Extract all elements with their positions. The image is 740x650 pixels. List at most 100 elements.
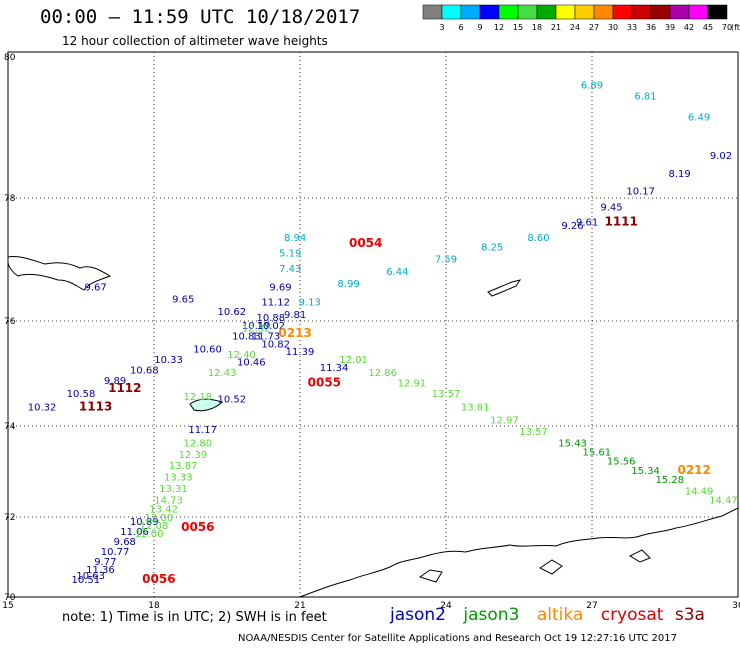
land-norway-coast bbox=[299, 507, 739, 598]
scale-swatch bbox=[688, 4, 709, 20]
swh-reading: 12.40 bbox=[227, 350, 256, 361]
swh-reading: 13.42 bbox=[149, 504, 178, 515]
lon-tick-label: 15 bbox=[2, 601, 13, 611]
swh-reading: 10.02 bbox=[256, 321, 285, 332]
land-fjord-islands-1 bbox=[418, 569, 443, 583]
page-title: 00:00 – 11:59 UTC 10/18/2017 bbox=[40, 6, 361, 28]
swh-reading: 13.00 bbox=[145, 513, 174, 524]
swh-reading: 10.89 bbox=[130, 517, 159, 528]
swh-reading: 8.94 bbox=[284, 233, 306, 244]
lat-lon-grid bbox=[8, 52, 738, 597]
swh-reading: 12.43 bbox=[208, 368, 237, 379]
scale-label: 15 bbox=[513, 23, 523, 32]
swh-reading: 13.87 bbox=[169, 461, 198, 472]
swh-reading: 10.32 bbox=[28, 402, 57, 413]
swh-reading: 14.47 bbox=[709, 495, 738, 506]
swh-reading: 14.31 bbox=[738, 507, 740, 518]
scale-swatch bbox=[555, 4, 576, 20]
swh-reading: 9.68 bbox=[114, 537, 136, 548]
pass-time-labels: 0054 1112 1113 0055 0213 1111 0212 0056 0056 bbox=[79, 215, 711, 586]
scale-swatch bbox=[650, 4, 671, 20]
scale-label: 12 bbox=[494, 23, 504, 32]
swh-reading: 7.59 bbox=[435, 255, 457, 266]
lon-tick-label: 18 bbox=[148, 601, 160, 611]
land-fjord-islands-3 bbox=[628, 549, 651, 563]
swh-reading: 9.61 bbox=[576, 218, 598, 229]
pass-time-label: 0056 bbox=[142, 572, 175, 586]
scale-swatch bbox=[593, 4, 614, 20]
swh-reading: 6.89 bbox=[581, 81, 603, 92]
scale-swatch bbox=[422, 4, 443, 20]
swh-reading: 12.86 bbox=[368, 368, 397, 379]
scale-label: 36 bbox=[646, 23, 656, 32]
lon-tick-label: 30 bbox=[732, 601, 740, 611]
swh-reading: 9.45 bbox=[600, 202, 622, 213]
swh-reading: 14.49 bbox=[685, 486, 714, 497]
color-scale-swatches bbox=[422, 4, 728, 20]
scale-label: 6 bbox=[458, 23, 463, 32]
swh-reading: 10.52 bbox=[218, 394, 247, 405]
swh-reading: 10.46 bbox=[237, 358, 266, 369]
map-frame bbox=[7, 51, 739, 598]
swh-reading: 9.02 bbox=[710, 151, 732, 162]
swh-reading: 15.61 bbox=[583, 448, 612, 459]
lat-tick-label: 76 bbox=[4, 317, 16, 327]
scale-label: 24 bbox=[570, 23, 580, 32]
swh-reading: 12.32 bbox=[242, 324, 271, 335]
pass-time-label: 1113 bbox=[79, 399, 112, 413]
swh-reading: 15.28 bbox=[656, 475, 685, 486]
satellite-legend: jason2 jason3 altika cryosat s3a bbox=[390, 605, 717, 625]
pass-time-label: 0213 bbox=[278, 326, 311, 340]
swh-reading: 9.69 bbox=[269, 282, 291, 293]
swh-reading: 12.08 bbox=[140, 521, 169, 532]
scale-swatch bbox=[441, 4, 462, 20]
lat-tick-label: 74 bbox=[4, 422, 16, 432]
swh-reading: 13.31 bbox=[159, 484, 188, 495]
scale-swatch bbox=[669, 4, 690, 20]
swh-reading: 13.57 bbox=[519, 427, 548, 438]
swh-reading: 10.82 bbox=[261, 339, 290, 350]
swh-reading: 12.18 bbox=[183, 392, 212, 403]
swh-reading: 11.39 bbox=[286, 347, 315, 358]
swh-reading: 15.43 bbox=[558, 438, 587, 449]
swh-reading: 8.60 bbox=[527, 233, 549, 244]
swh-reading: 11.73 bbox=[252, 331, 281, 342]
swh-reading: 10.77 bbox=[101, 547, 130, 558]
swh-reading: 11.06 bbox=[120, 527, 149, 538]
scale-label: 3 bbox=[439, 23, 444, 32]
swh-reading: 10.83 bbox=[232, 331, 261, 342]
legend-cryosat: cryosat bbox=[600, 605, 664, 625]
scale-swatch bbox=[612, 4, 633, 20]
lat-tick-label: 78 bbox=[4, 194, 16, 204]
scale-label: 39 bbox=[665, 23, 675, 32]
swh-reading: 12.01 bbox=[339, 355, 368, 366]
page-subtitle: 12 hour collection of altimeter wave hei… bbox=[62, 34, 328, 48]
swh-reading: 10.88 bbox=[256, 313, 285, 324]
swh-reading: 5.19 bbox=[279, 248, 301, 259]
longitude-labels: 15 18 21 24 27 30 bbox=[2, 601, 740, 611]
scale-swatch bbox=[460, 4, 481, 20]
swh-reading: 9.26 bbox=[561, 221, 583, 232]
pass-time-label: 0056 bbox=[181, 520, 214, 534]
scale-swatch bbox=[707, 4, 728, 20]
swh-reading: 10.60 bbox=[193, 345, 222, 356]
scale-label: 18 bbox=[532, 23, 542, 32]
swh-reading: 7.43 bbox=[279, 264, 301, 275]
latitude-labels: 70 72 74 76 78 80 bbox=[4, 53, 16, 603]
pass-time-label: 0054 bbox=[349, 236, 382, 250]
swh-reading: 10.33 bbox=[154, 355, 183, 366]
swh-reading: 12.00 bbox=[135, 529, 164, 540]
scale-swatch bbox=[631, 4, 652, 20]
scale-swatch bbox=[498, 4, 519, 20]
swh-reading: 11.34 bbox=[320, 363, 349, 374]
pass-time-label: 1111 bbox=[604, 215, 637, 229]
scale-label: 27 bbox=[589, 23, 599, 32]
swh-reading: 11.12 bbox=[261, 298, 290, 309]
legend-jason3: jason3 bbox=[463, 605, 520, 625]
swh-reading: 11.17 bbox=[188, 425, 217, 436]
lon-tick-label: 27 bbox=[586, 601, 597, 611]
swh-reading: 15.56 bbox=[607, 457, 636, 468]
lon-tick-label: 24 bbox=[440, 601, 452, 611]
lon-tick-label: 21 bbox=[294, 601, 305, 611]
